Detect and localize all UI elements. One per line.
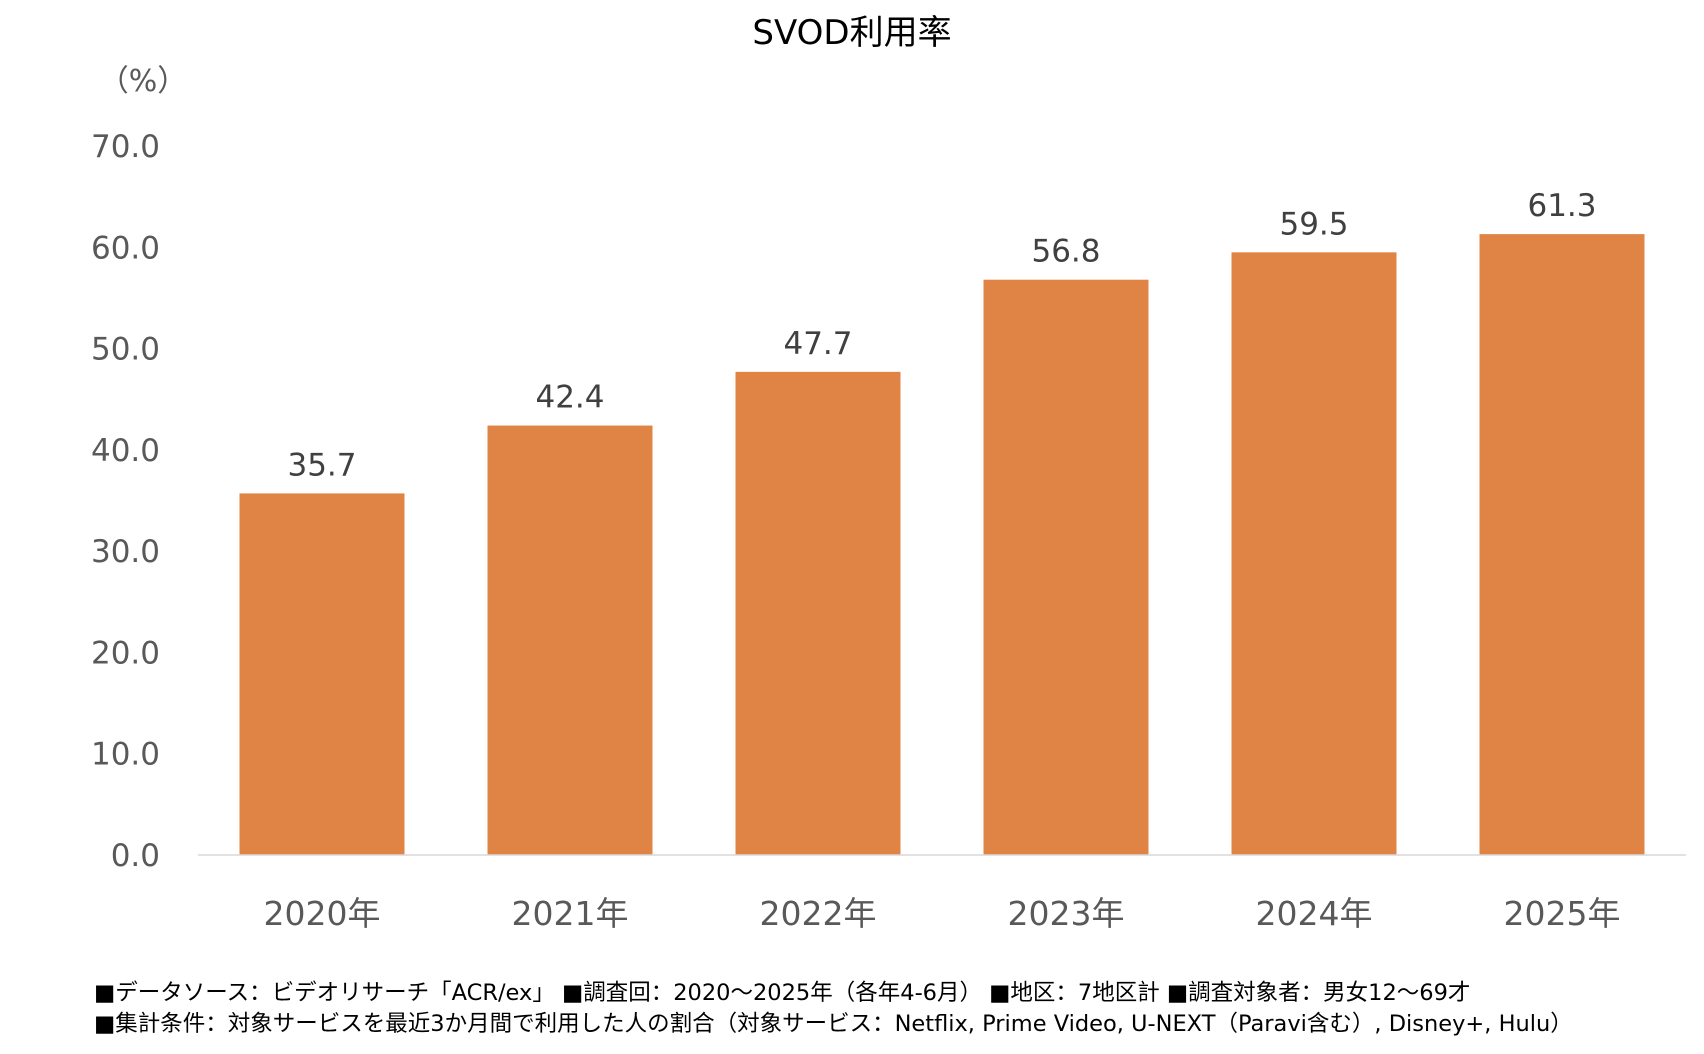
bar xyxy=(1479,234,1645,855)
data-label: 61.3 xyxy=(1527,188,1596,224)
data-label: 59.5 xyxy=(1279,206,1348,242)
y-tick-label: 0.0 xyxy=(111,838,160,874)
y-tick-label: 10.0 xyxy=(91,737,160,773)
y-tick-label: 40.0 xyxy=(91,433,160,469)
y-tick-label: 20.0 xyxy=(91,635,160,671)
y-tick-label: 30.0 xyxy=(91,534,160,570)
data-labels: 35.7 42.4 47.7 56.8 59.5 61.3 xyxy=(287,188,1596,483)
x-category-label: 2022年 xyxy=(760,894,877,933)
y-tick-label: 70.0 xyxy=(91,129,160,165)
data-label: 47.7 xyxy=(783,326,852,362)
data-label: 35.7 xyxy=(287,447,356,483)
bar xyxy=(487,425,653,855)
bar xyxy=(1231,252,1397,856)
y-tick-label: 50.0 xyxy=(91,332,160,368)
bar xyxy=(735,371,901,855)
x-category-label: 2024年 xyxy=(1256,894,1373,933)
x-category-label: 2020年 xyxy=(264,894,381,933)
data-label: 56.8 xyxy=(1031,234,1100,270)
y-axis-unit-label: （%） xyxy=(99,64,188,99)
bar xyxy=(239,493,405,855)
y-axis-ticks: 0.0 10.0 20.0 30.0 40.0 50.0 60.0 70.0 xyxy=(91,129,160,874)
x-category-label: 2021年 xyxy=(512,894,629,933)
y-tick-label: 60.0 xyxy=(91,230,160,266)
x-category-label: 2025年 xyxy=(1504,894,1621,933)
x-axis-labels: 2020年 2021年 2022年 2023年 2024年 2025年 xyxy=(264,894,1621,933)
data-label: 42.4 xyxy=(535,380,604,416)
bars xyxy=(239,234,1645,856)
condition-note: ■集計条件：対象サービスを最近3か月間で利用した人の割合（対象サービス：Netf… xyxy=(94,1011,1573,1037)
source-note: ■データソース：ビデオリサーチ「ACR/ex」 ■調査回：2020～2025年（… xyxy=(94,980,1471,1006)
bar xyxy=(983,279,1149,855)
chart-title: SVOD利用率 xyxy=(752,13,951,53)
x-category-label: 2023年 xyxy=(1008,894,1125,933)
